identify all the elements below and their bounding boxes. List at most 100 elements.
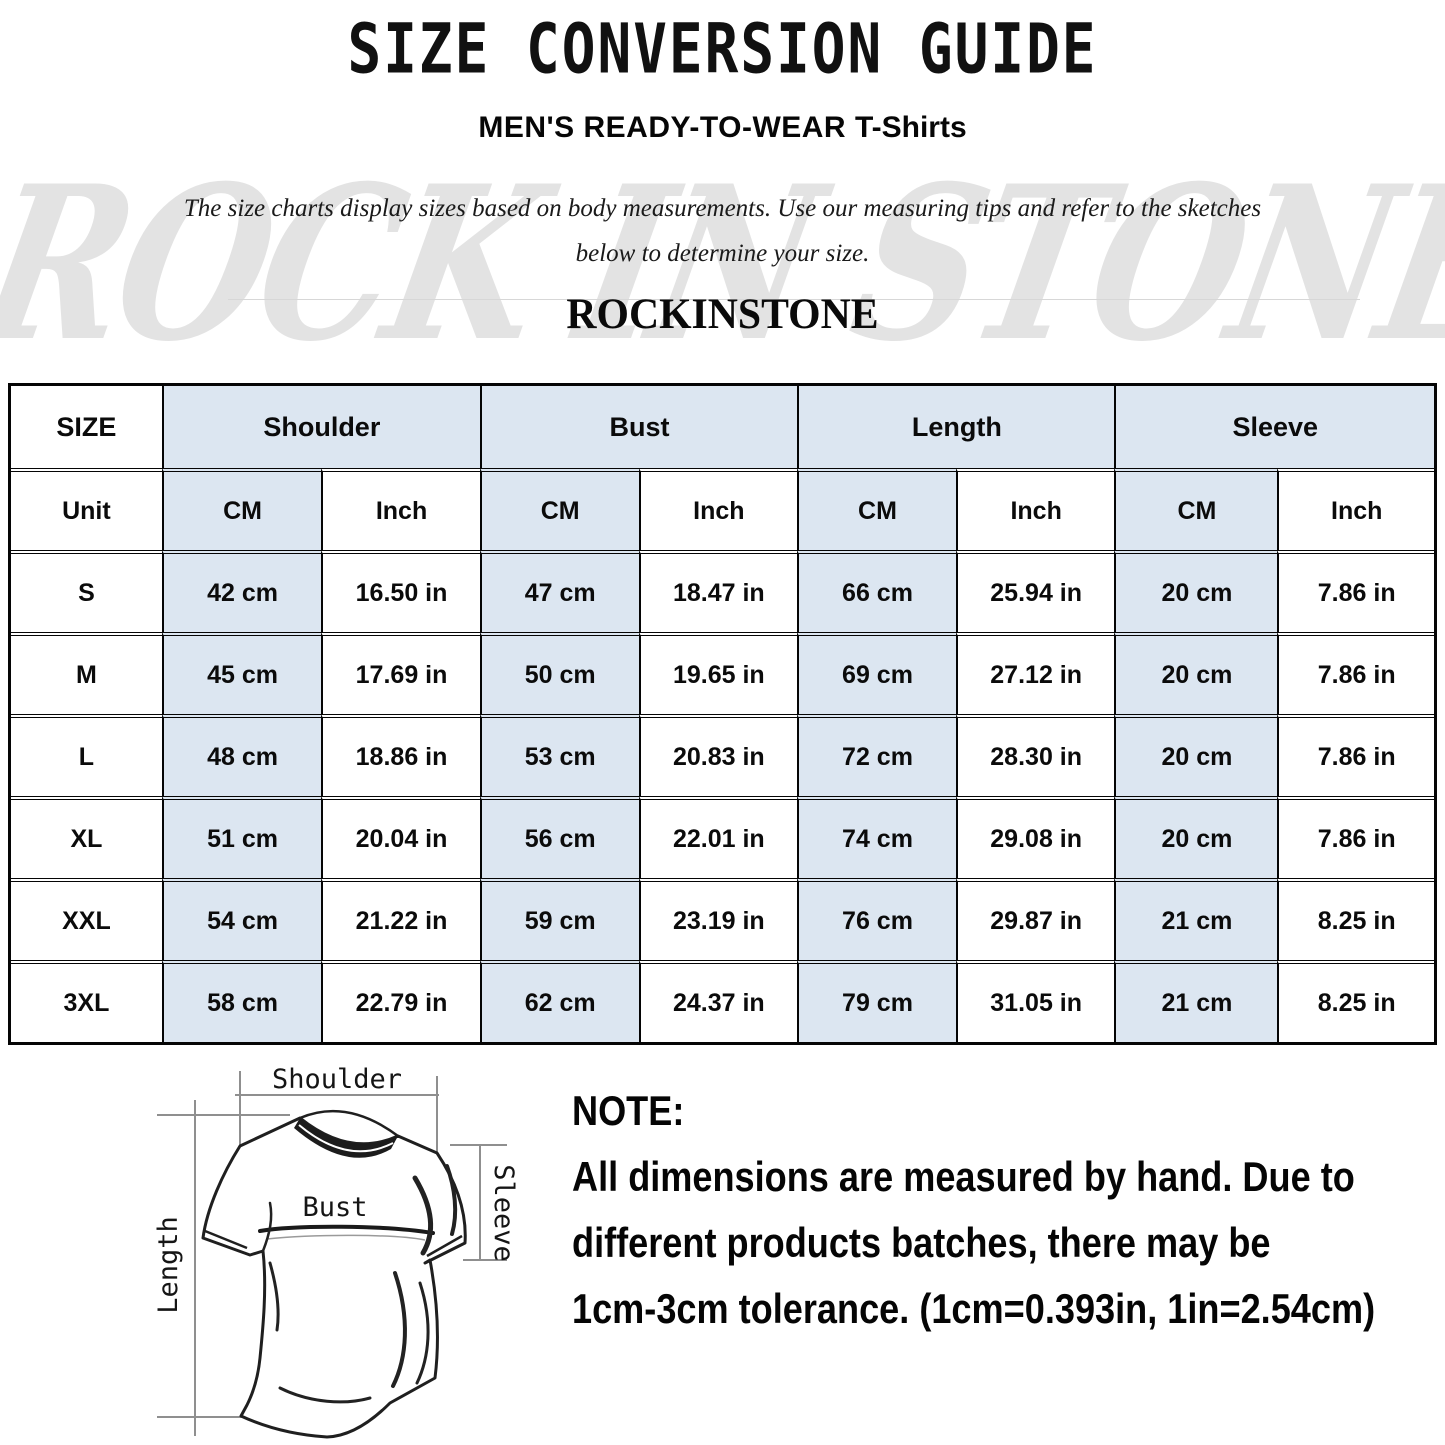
- value-cell: 54 cm: [161, 878, 322, 960]
- value-cell: 20 cm: [1114, 714, 1278, 796]
- sleeve-cuffs: [204, 1229, 463, 1258]
- collar-band: [294, 1118, 398, 1158]
- value-cell: 25.94 in: [955, 550, 1115, 632]
- size-cell: M: [11, 632, 162, 714]
- description-line-2: below to determine your size.: [575, 240, 870, 267]
- size-cell: L: [11, 714, 162, 796]
- value-cell: 69 cm: [797, 632, 956, 714]
- unit-cell: Inch: [321, 468, 480, 550]
- value-cell: 74 cm: [797, 796, 956, 878]
- page-subtitle: MEN'S READY-TO-WEAR T-Shirts: [0, 108, 1445, 148]
- value-cell: 76 cm: [797, 878, 956, 960]
- header-sleeve: Sleeve: [1114, 386, 1434, 468]
- table-row: XL 51 cm 20.04 in 56 cm 22.01 in 74 cm 2…: [11, 796, 1434, 878]
- value-cell: 79 cm: [797, 960, 956, 1042]
- table-row: XXL 54 cm 21.22 in 59 cm 23.19 in 76 cm …: [11, 878, 1434, 960]
- value-cell: 27.12 in: [955, 632, 1115, 714]
- value-cell: 59 cm: [479, 878, 639, 960]
- subtitle-main: MEN'S READY-TO-WEAR: [478, 111, 847, 144]
- unit-cell: CM: [1114, 468, 1278, 550]
- note-block: NOTE: All dimensions are measured by han…: [572, 1078, 1376, 1342]
- collar-back-line: [299, 1109, 399, 1138]
- value-cell: 66 cm: [797, 550, 956, 632]
- value-cell: 20 cm: [1114, 632, 1278, 714]
- unit-cell: CM: [797, 468, 956, 550]
- value-cell: 23.19 in: [638, 878, 798, 960]
- size-cell: S: [11, 550, 162, 632]
- value-cell: 16.50 in: [321, 550, 480, 632]
- unit-cell: CM: [479, 468, 639, 550]
- size-cell: 3XL: [11, 960, 162, 1042]
- value-cell: 20 cm: [1114, 796, 1278, 878]
- note-line: different products batches, there may be: [572, 1219, 1271, 1266]
- bust-line-shadow: [266, 1234, 426, 1241]
- value-cell: 8.25 in: [1277, 960, 1434, 1042]
- bust-line: [258, 1224, 435, 1235]
- value-cell: 7.86 in: [1277, 714, 1434, 796]
- unit-cell: Inch: [1277, 468, 1434, 550]
- value-cell: 29.87 in: [955, 878, 1115, 960]
- table-header-row: SIZE Shoulder Bust Length Sleeve: [11, 386, 1434, 468]
- value-cell: 22.79 in: [321, 960, 480, 1042]
- shoulder-label: Shoulder: [272, 1064, 402, 1095]
- value-cell: 72 cm: [797, 714, 956, 796]
- unit-label: Unit: [11, 468, 162, 550]
- tshirt-diagram: Shoulder Bust Length Sleeve: [95, 1048, 575, 1445]
- value-cell: 7.86 in: [1277, 550, 1434, 632]
- value-cell: 18.47 in: [638, 550, 798, 632]
- decorative-line: [228, 299, 1360, 300]
- value-cell: 53 cm: [479, 714, 639, 796]
- value-cell: 31.05 in: [955, 960, 1115, 1042]
- value-cell: 21 cm: [1114, 878, 1278, 960]
- table-row: S 42 cm 16.50 in 47 cm 18.47 in 66 cm 25…: [11, 550, 1434, 632]
- value-cell: 50 cm: [479, 632, 639, 714]
- value-cell: 17.69 in: [321, 632, 480, 714]
- header-shoulder: Shoulder: [161, 386, 480, 468]
- value-cell: 7.86 in: [1277, 796, 1434, 878]
- note-line: 1cm-3cm tolerance. (1cm=0.393in, 1in=2.5…: [572, 1285, 1376, 1332]
- value-cell: 18.86 in: [321, 714, 480, 796]
- tshirt-outline: [201, 1116, 467, 1439]
- unit-cell: Inch: [955, 468, 1115, 550]
- diagram-labels: Shoulder Bust Length Sleeve: [153, 1064, 519, 1314]
- value-cell: 42 cm: [161, 550, 322, 632]
- value-cell: 7.86 in: [1277, 632, 1434, 714]
- header-bust: Bust: [479, 386, 798, 468]
- value-cell: 58 cm: [161, 960, 322, 1042]
- value-cell: 19.65 in: [638, 632, 798, 714]
- value-cell: 45 cm: [161, 632, 322, 714]
- measurement-lines: [157, 1071, 507, 1436]
- table-row: L 48 cm 18.86 in 53 cm 20.83 in 72 cm 28…: [11, 714, 1434, 796]
- wrinkle-strokes: [261, 1164, 458, 1404]
- bust-label: Bust: [302, 1192, 367, 1223]
- header-length: Length: [797, 386, 1115, 468]
- size-cell: XXL: [11, 878, 162, 960]
- value-cell: 28.30 in: [955, 714, 1115, 796]
- value-cell: 29.08 in: [955, 796, 1115, 878]
- sleeve-label: Sleeve: [488, 1164, 519, 1262]
- subtitle-secondary: T-Shirts: [854, 111, 967, 144]
- value-cell: 48 cm: [161, 714, 322, 796]
- tshirt-sketch: Shoulder Bust Length Sleeve: [153, 1064, 519, 1439]
- value-cell: 51 cm: [161, 796, 322, 878]
- value-cell: 20 cm: [1114, 550, 1278, 632]
- table-unit-row: Unit CM Inch CM Inch CM Inch CM Inch: [11, 468, 1434, 550]
- value-cell: 20.04 in: [321, 796, 480, 878]
- page-title: SIZE CONVERSION GUIDE: [347, 10, 1098, 90]
- value-cell: 56 cm: [479, 796, 639, 878]
- value-cell: 21 cm: [1114, 960, 1278, 1042]
- length-label: Length: [153, 1216, 184, 1314]
- value-cell: 62 cm: [479, 960, 639, 1042]
- size-cell: XL: [11, 796, 162, 878]
- value-cell: 24.37 in: [638, 960, 798, 1042]
- size-table: SIZE Shoulder Bust Length Sleeve Unit CM…: [8, 383, 1437, 1045]
- table-row: 3XL 58 cm 22.79 in 62 cm 24.37 in 79 cm …: [11, 960, 1434, 1042]
- header-size: SIZE: [11, 386, 162, 468]
- description-line-1: The size charts display sizes based on b…: [183, 195, 1262, 222]
- value-cell: 20.83 in: [638, 714, 798, 796]
- value-cell: 47 cm: [479, 550, 639, 632]
- value-cell: 8.25 in: [1277, 878, 1434, 960]
- note-line: All dimensions are measured by hand. Due…: [572, 1153, 1355, 1200]
- description: The size charts display sizes based on b…: [0, 186, 1445, 276]
